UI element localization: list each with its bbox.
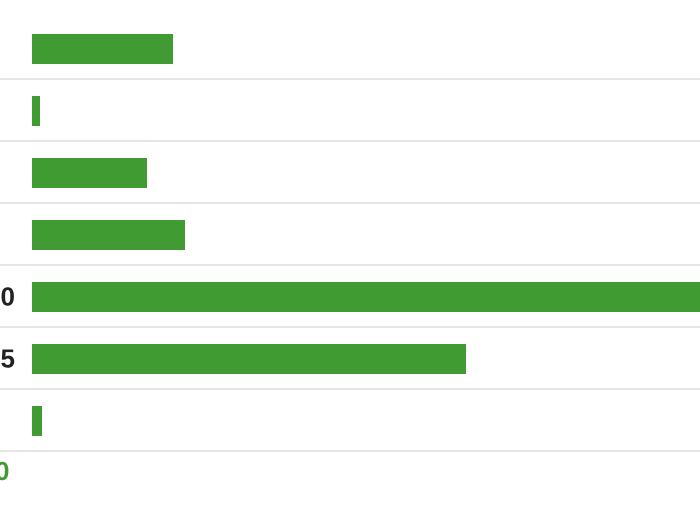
bar bbox=[32, 96, 40, 126]
bar bbox=[32, 34, 173, 64]
bar-row bbox=[0, 204, 700, 266]
bar bbox=[32, 282, 700, 312]
bar-row: 5 bbox=[0, 328, 700, 390]
bar-row bbox=[0, 142, 700, 204]
bar bbox=[32, 406, 42, 436]
bar-row bbox=[0, 390, 700, 452]
bar bbox=[32, 220, 185, 250]
row-label: 0 bbox=[0, 282, 15, 313]
row-label: 5 bbox=[0, 344, 15, 375]
horizontal-bar-chart: 0 5 0 bbox=[0, 0, 700, 525]
bar bbox=[32, 344, 466, 374]
bar-row: 0 bbox=[0, 266, 700, 328]
row-separator bbox=[0, 450, 700, 452]
bar-row bbox=[0, 18, 700, 80]
bar bbox=[32, 158, 147, 188]
axis-label: 0 bbox=[0, 456, 9, 487]
bar-row bbox=[0, 80, 700, 142]
